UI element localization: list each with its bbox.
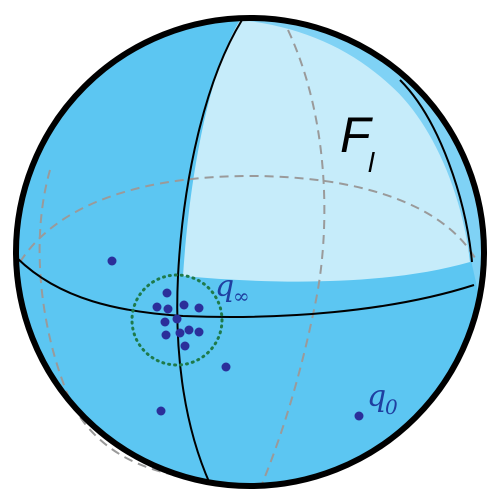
meridian	[176, 19, 243, 485]
cluster-point	[194, 327, 204, 337]
face-label-sub: l	[368, 147, 375, 178]
q-infinity-main: q	[215, 269, 234, 304]
scattered-point	[156, 406, 166, 416]
q-zero-sub: 0	[385, 395, 398, 419]
scattered-points	[107, 256, 364, 421]
q-infinity-label: q ∞	[215, 269, 250, 308]
face-region	[183, 20, 470, 282]
cluster-point	[172, 314, 182, 324]
cluster-point	[162, 288, 172, 298]
sphere-outline	[13, 15, 487, 489]
face-edge	[399, 79, 473, 263]
cluster-point	[184, 325, 194, 335]
face-label-main: F	[340, 107, 373, 163]
cluster-point	[179, 300, 189, 310]
point-cluster	[152, 288, 204, 351]
hidden-meridian-arc	[261, 29, 326, 485]
hidden-arcs	[19, 29, 476, 485]
q-zero-label: q 0	[367, 379, 398, 419]
scattered-point	[107, 256, 117, 266]
cluster-point	[152, 302, 162, 312]
cluster-point	[194, 303, 204, 313]
cluster-point	[175, 328, 185, 338]
cluster-point	[161, 330, 171, 340]
hidden-left-arc	[38, 169, 191, 479]
q-zero-main: q	[367, 379, 386, 414]
scattered-point	[221, 362, 231, 372]
q0-point	[354, 411, 364, 421]
cluster-point	[160, 317, 170, 327]
cluster-point	[163, 304, 173, 314]
q-infinity-sub: ∞	[233, 284, 250, 308]
face-label: F l	[340, 107, 375, 178]
equator	[16, 257, 475, 318]
cluster-point	[180, 341, 190, 351]
neighborhood-ring	[130, 273, 224, 367]
hidden-equator-arc	[19, 174, 476, 263]
